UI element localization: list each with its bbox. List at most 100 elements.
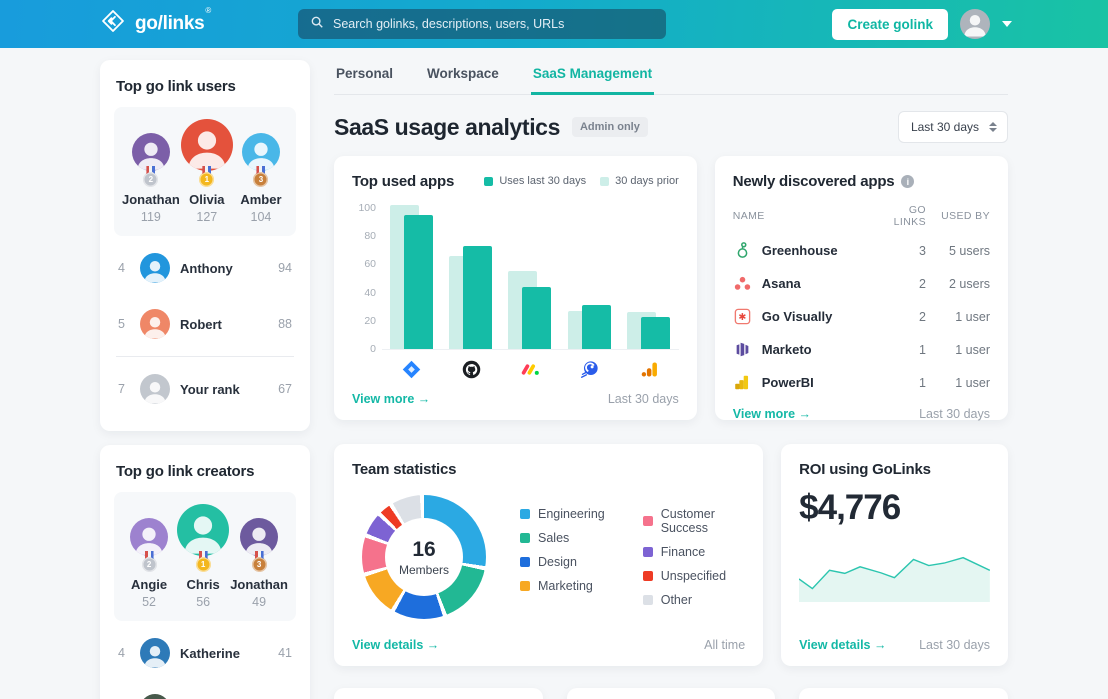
legend-label: Unspecified [660, 569, 727, 583]
bar-current [641, 316, 671, 349]
podium-user: 3 Jonathan 49 [230, 504, 288, 609]
legend-label: Other [660, 593, 692, 607]
usedby-count: 1 user [955, 342, 990, 357]
newly-discovered-title: Newly discovered apps [732, 173, 895, 190]
roi-sparkline [799, 538, 990, 602]
legend-swatch [520, 557, 530, 567]
podium-user: 2 Angie 52 [122, 504, 176, 609]
app-name: Asana [761, 276, 801, 291]
avatar [240, 518, 279, 556]
usedby-count: 1 user [955, 309, 990, 324]
medal-ribbon [146, 166, 156, 174]
bar-current [463, 246, 493, 349]
table-row: ✱ Go Visually 2 1 user [733, 300, 990, 333]
view-details-link[interactable]: View details → [352, 638, 440, 652]
medal-rank: 3 [251, 557, 267, 572]
legend-item: Marketing [520, 579, 605, 593]
sidebar-card-creators: Top go link creators 2 Angie 52 1 Chris 56 3 Jon… [100, 445, 310, 699]
y-tick: 20 [364, 314, 376, 327]
date-filter-select[interactable]: Last 30 days [897, 111, 1008, 143]
legend-label: Marketing [538, 579, 593, 593]
y-tick: 40 [364, 286, 376, 299]
podium-user-value: 127 [196, 210, 218, 224]
legend-label: Sales [538, 531, 570, 545]
legend-swatch [642, 595, 653, 605]
info-icon[interactable]: i [901, 175, 915, 188]
podium-user-value: 104 [250, 210, 272, 224]
legend-item: Engineering [520, 507, 605, 521]
podium-user-name: Angie [130, 577, 168, 592]
top-right-actions: Create golink [832, 8, 1012, 40]
tab-workspace[interactable]: Workspace [427, 66, 499, 81]
team-donut-chart: 16 Members [362, 495, 486, 619]
newly-discovered-apps-card: Newly discovered apps i NAME GO LINKS USED… [714, 156, 1008, 421]
partial-card [799, 688, 1009, 699]
podium: 2 Jonathan 119 1 Olivia 127 3 Amber 104 [114, 107, 296, 236]
tab-saas-management[interactable]: SaaS Management [530, 60, 655, 95]
search-input[interactable]: Search golinks, descriptions, users, URL… [298, 9, 666, 39]
user-avatar[interactable] [960, 9, 990, 39]
legend-swatch [642, 516, 653, 526]
marketo-icon [733, 340, 752, 359]
bar-group [619, 202, 678, 349]
podium-user: 2 Jonathan 119 [122, 119, 180, 224]
table-row: Asana 2 2 users [733, 267, 990, 300]
members-count: 16 [412, 537, 436, 561]
podium-user: 1 Chris 56 [176, 504, 230, 609]
list-item: 4 Anthony 94 [116, 240, 294, 296]
app-name-cell: Greenhouse [733, 241, 874, 260]
asana-icon [733, 274, 752, 293]
chevron-down-icon[interactable] [1002, 21, 1012, 27]
user-value: 41 [278, 646, 292, 660]
user-name: Robert [180, 316, 222, 332]
roi-value: $4,776 [799, 488, 901, 527]
legend-label: 30 days prior [615, 175, 679, 187]
medal-rank: 1 [195, 557, 211, 572]
search-placeholder: Search golinks, descriptions, users, URL… [333, 17, 565, 31]
roi-title: ROI using GoLinks [799, 461, 931, 478]
podium: 2 Angie 52 1 Chris 56 3 Jonathan 49 [114, 492, 296, 621]
jira-icon [382, 359, 441, 380]
medal-ribbon [144, 551, 154, 559]
legend-item: Customer Success [642, 507, 745, 535]
legend-item: Other [642, 593, 745, 607]
podium-user-name: Jonathan [230, 577, 288, 592]
table-row: PowerBI 1 1 user [733, 366, 990, 399]
view-details-link[interactable]: View details → [799, 638, 887, 652]
greenhouse-icon [733, 241, 752, 260]
golinks-logo[interactable]: go/links® [100, 6, 211, 40]
legend-swatch [520, 509, 530, 519]
search-icon [310, 15, 324, 34]
github-icon [441, 359, 500, 380]
legend-swatch [520, 581, 530, 591]
medal-icon: 3 [251, 551, 267, 572]
legend-item: Finance [642, 545, 745, 559]
sidebar: Top go link users 2 Jonathan 119 1 Olivia 127 3… [100, 60, 310, 699]
user-name: Your rank [180, 381, 240, 397]
app-name: PowerBI [761, 375, 814, 390]
content-area: Top go link users 2 Jonathan 119 1 Olivia 127 3… [0, 48, 1108, 699]
app-name-cell: ✱ Go Visually [733, 307, 874, 326]
podium-user-value: 49 [252, 595, 267, 609]
leaderboard-rows: 4 Anthony 94 5 Robert 88 7 Your rank 67 [114, 236, 296, 425]
medal-ribbon [202, 166, 212, 174]
usedby-count: 5 users [949, 243, 990, 258]
govisually-icon: ✱ [733, 307, 752, 326]
legend-swatch [600, 176, 610, 186]
view-more-link[interactable]: View more → [732, 407, 812, 421]
app-name-cell: Asana [733, 274, 874, 293]
podium-user-value: 119 [140, 210, 161, 224]
legend-item: Sales [520, 531, 605, 545]
rank-number: 4 [118, 646, 125, 660]
page-header: SaaS usage analytics Admin only Last 30 … [334, 111, 1008, 143]
avatar [130, 518, 169, 556]
legend-label: Finance [660, 545, 706, 559]
legend-swatch [520, 533, 530, 543]
view-more-link[interactable]: View more → [352, 392, 431, 406]
golinks-count: 2 [919, 309, 926, 324]
create-golink-button[interactable]: Create golink [832, 8, 948, 40]
legend-swatch [642, 547, 653, 557]
tab-personal[interactable]: Personal [336, 66, 394, 81]
rank-number: 7 [118, 382, 125, 396]
y-tick: 100 [358, 202, 376, 215]
